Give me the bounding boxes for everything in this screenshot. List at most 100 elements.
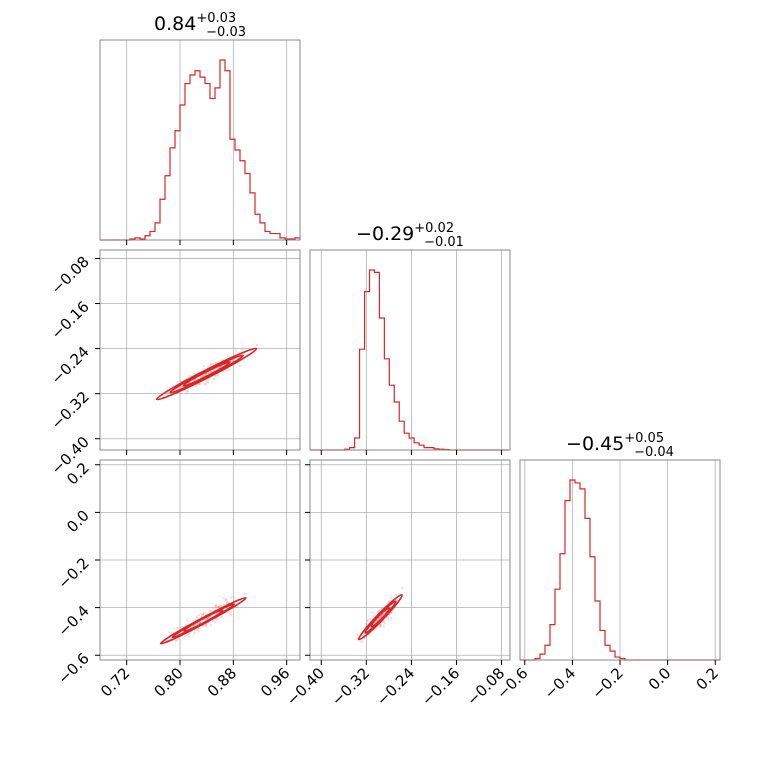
sample-point — [174, 640, 177, 643]
sample-point — [195, 615, 198, 618]
xtick-label-p2: −0.2 — [588, 664, 626, 702]
sample-point — [379, 624, 382, 627]
sample-point — [214, 604, 217, 607]
title-lower: −0.04 — [634, 445, 674, 460]
xtick-label-p2: 0.0 — [645, 664, 675, 694]
ytick-label-p2: −0.4 — [54, 602, 92, 640]
grid-lines — [126, 40, 288, 240]
sample-point — [226, 601, 229, 604]
title-lower: −0.03 — [206, 25, 246, 40]
ytick-label-p1: −0.32 — [48, 388, 93, 433]
sample-point — [232, 595, 235, 599]
sample-point — [198, 382, 201, 386]
ytick-label-p2: −0.2 — [54, 554, 92, 592]
panel-p0-vs-p1: −0.40−0.32−0.24−0.16−0.08 — [48, 249, 301, 478]
sample-point — [213, 361, 217, 365]
title-upper: +0.03 — [196, 11, 236, 26]
sample-point — [365, 635, 369, 638]
sample-point — [217, 617, 220, 620]
sample-point — [193, 624, 197, 627]
xtick-label-p1: −0.32 — [328, 664, 373, 709]
sample-point — [186, 390, 189, 393]
panel-p0-hist: 0.84+0.03 −0.03 — [99, 11, 301, 245]
contour-level-2 — [169, 354, 244, 394]
sample-point — [382, 612, 385, 616]
sample-point — [193, 632, 196, 635]
ytick-label-p1: −0.16 — [48, 298, 93, 343]
contour-level-3 — [182, 361, 231, 387]
sample-point — [202, 365, 206, 368]
sample-point — [205, 617, 208, 621]
sample-point — [201, 374, 205, 378]
sample-point — [229, 614, 233, 617]
sample-point — [229, 611, 233, 614]
title-upper: +0.05 — [624, 431, 664, 446]
sample-point — [166, 393, 169, 396]
panel-p2-hist: −0.45+0.05 −0.04−0.6 −0.4 −0.2 0.0 0.2 — [493, 431, 722, 703]
sample-point — [223, 603, 226, 606]
sample-point — [176, 381, 179, 384]
sample-point — [230, 596, 233, 599]
sample-point — [227, 369, 231, 372]
sample-point — [359, 640, 362, 643]
sample-point — [380, 615, 383, 618]
sample-point — [380, 615, 383, 618]
sample-point — [205, 617, 208, 620]
sample-point — [188, 635, 191, 638]
sample-point — [209, 363, 213, 366]
xtick-label-p1: −0.24 — [373, 664, 418, 709]
sample-point — [217, 606, 220, 609]
histogram-p0 — [100, 59, 301, 241]
sample-point — [195, 384, 198, 388]
ytick-label-p2: 0.0 — [63, 506, 93, 536]
contour-level-1 — [357, 593, 403, 641]
sample-point — [226, 354, 229, 357]
sample-point — [213, 621, 217, 624]
sample-point — [217, 604, 221, 608]
grid-lines — [100, 460, 300, 660]
sample-point — [198, 621, 202, 624]
sample-point — [356, 633, 359, 636]
sample-point — [176, 626, 179, 630]
sample-point — [205, 372, 208, 375]
sample-point — [379, 625, 382, 628]
sample-point — [200, 612, 203, 616]
sample-point — [206, 381, 209, 384]
sample-point — [203, 624, 206, 627]
sample-point — [387, 600, 390, 603]
sample-point — [209, 609, 212, 613]
sample-point — [232, 358, 235, 361]
grid-lines — [320, 250, 502, 450]
panel-title-p0: 0.84+0.03 −0.03 — [154, 11, 246, 40]
sample-point — [205, 624, 208, 627]
sample-point — [382, 620, 386, 623]
sample-point — [216, 373, 220, 377]
sample-point — [241, 348, 244, 351]
xtick-label-p0: 0.72 — [97, 664, 133, 700]
contour-level-3 — [183, 609, 224, 632]
sample-point — [372, 614, 375, 617]
sample-point — [204, 383, 207, 386]
sample-point — [235, 349, 238, 352]
sample-point — [243, 592, 246, 595]
sample-point — [390, 616, 393, 620]
sample-point — [378, 616, 381, 619]
sample-point — [202, 374, 205, 377]
contour-level-1 — [155, 347, 258, 401]
sample-point — [387, 616, 390, 619]
panel-frame — [99, 249, 301, 451]
sample-point — [197, 627, 200, 630]
ytick-label-p1: −0.24 — [48, 343, 93, 388]
panel-p1-vs-p2: −0.40 −0.32 −0.24 −0.16 −0.08 — [283, 459, 511, 709]
sample-point — [181, 630, 184, 633]
title-median: −0.45 — [566, 433, 624, 455]
sample-point — [167, 391, 170, 394]
sample-point — [183, 634, 187, 638]
panel-p1-hist: −0.29+0.02 −0.01 — [309, 221, 511, 455]
sample-point — [215, 605, 218, 608]
sample-point — [378, 616, 381, 620]
sample-point — [395, 599, 399, 602]
histogram-p1 — [310, 269, 509, 451]
sample-point — [209, 624, 212, 627]
sample-point — [197, 627, 200, 631]
